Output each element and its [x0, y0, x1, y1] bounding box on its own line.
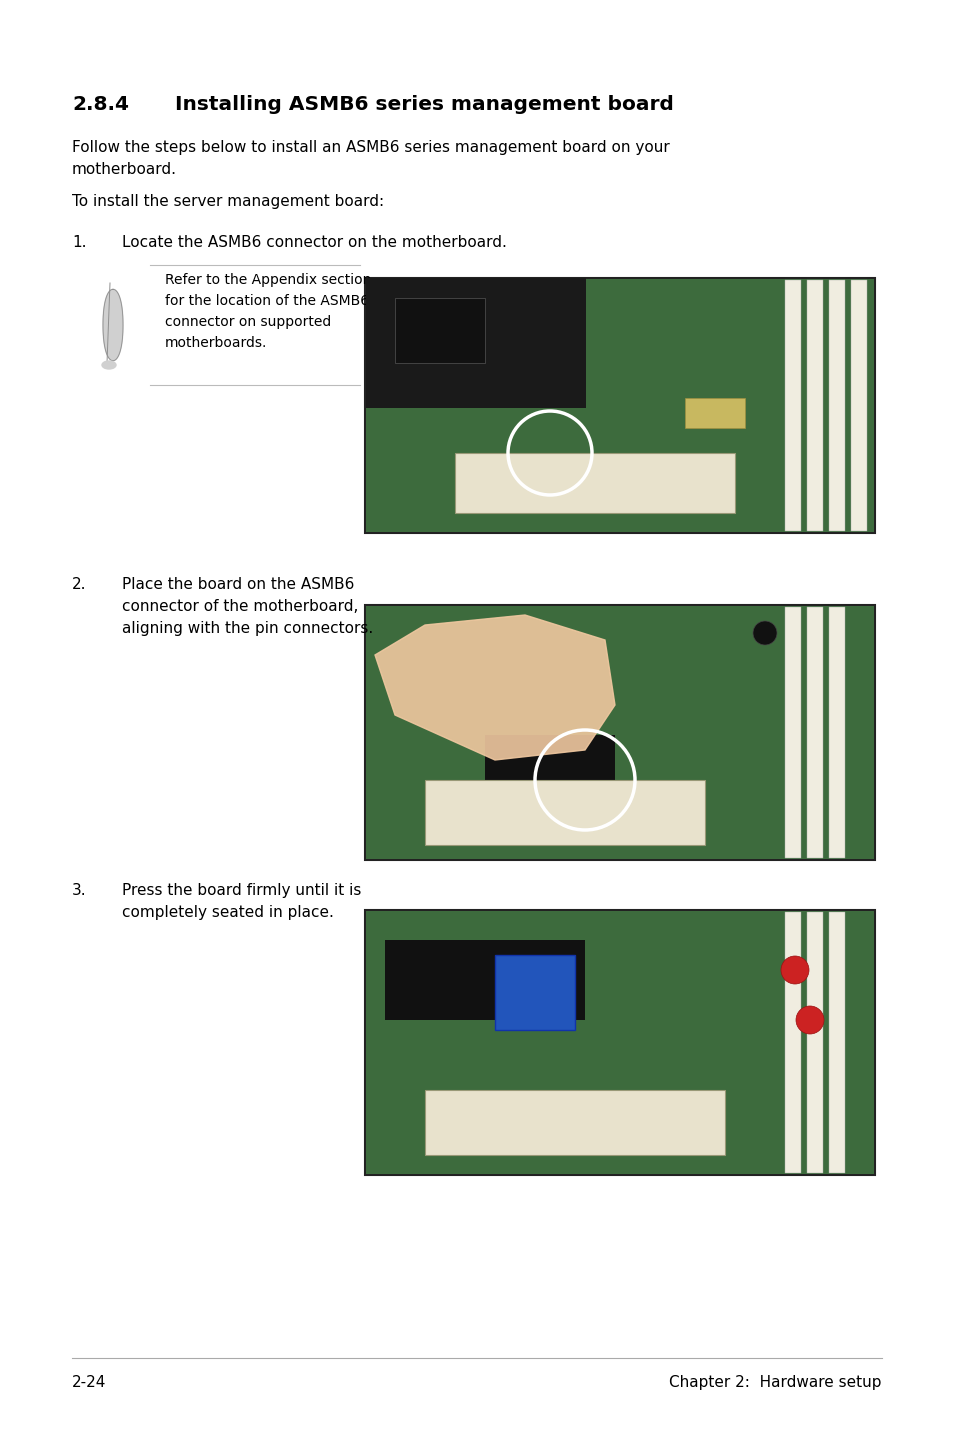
- Text: 1.: 1.: [71, 234, 87, 250]
- Bar: [365, 605, 874, 860]
- Bar: [495, 955, 575, 1030]
- Bar: [806, 607, 822, 858]
- Text: connector of the motherboard,: connector of the motherboard,: [122, 600, 358, 614]
- Bar: [806, 912, 822, 1173]
- Text: Refer to the Appendix section
for the location of the ASMB6
connector on support: Refer to the Appendix section for the lo…: [165, 273, 371, 351]
- Text: motherboard.: motherboard.: [71, 162, 177, 177]
- Text: 3.: 3.: [71, 883, 87, 897]
- Text: Locate the ASMB6 connector on the motherboard.: Locate the ASMB6 connector on the mother…: [122, 234, 506, 250]
- Bar: [366, 278, 585, 408]
- Text: 2.: 2.: [71, 577, 87, 592]
- Bar: [828, 912, 844, 1173]
- Circle shape: [795, 1007, 823, 1034]
- Bar: [395, 298, 484, 362]
- Text: 2.8.4: 2.8.4: [71, 95, 129, 114]
- Circle shape: [752, 621, 776, 646]
- Circle shape: [781, 956, 808, 984]
- Bar: [828, 607, 844, 858]
- Text: To install the server management board:: To install the server management board:: [71, 194, 384, 209]
- Bar: [484, 735, 615, 785]
- Bar: [850, 280, 866, 531]
- Bar: [784, 607, 801, 858]
- Bar: [828, 280, 844, 531]
- Bar: [385, 940, 584, 1020]
- Text: Follow the steps below to install an ASMB6 series management board on your: Follow the steps below to install an ASM…: [71, 139, 669, 155]
- Bar: [365, 278, 874, 533]
- Bar: [784, 912, 801, 1173]
- Text: Press the board firmly until it is: Press the board firmly until it is: [122, 883, 361, 897]
- Text: completely seated in place.: completely seated in place.: [122, 905, 334, 920]
- Bar: [424, 779, 704, 846]
- Bar: [455, 453, 734, 513]
- Text: Installing ASMB6 series management board: Installing ASMB6 series management board: [174, 95, 673, 114]
- Bar: [365, 910, 874, 1175]
- Polygon shape: [375, 615, 615, 761]
- Bar: [366, 605, 873, 858]
- Bar: [366, 279, 873, 532]
- Text: 2-24: 2-24: [71, 1375, 107, 1391]
- Bar: [784, 280, 801, 531]
- Bar: [424, 1090, 724, 1155]
- Bar: [366, 912, 873, 1173]
- Polygon shape: [103, 289, 123, 361]
- Bar: [806, 280, 822, 531]
- Text: Chapter 2:  Hardware setup: Chapter 2: Hardware setup: [669, 1375, 882, 1391]
- Bar: [684, 398, 744, 429]
- Ellipse shape: [102, 361, 116, 370]
- Text: aligning with the pin connectors.: aligning with the pin connectors.: [122, 621, 373, 636]
- Text: Place the board on the ASMB6: Place the board on the ASMB6: [122, 577, 354, 592]
